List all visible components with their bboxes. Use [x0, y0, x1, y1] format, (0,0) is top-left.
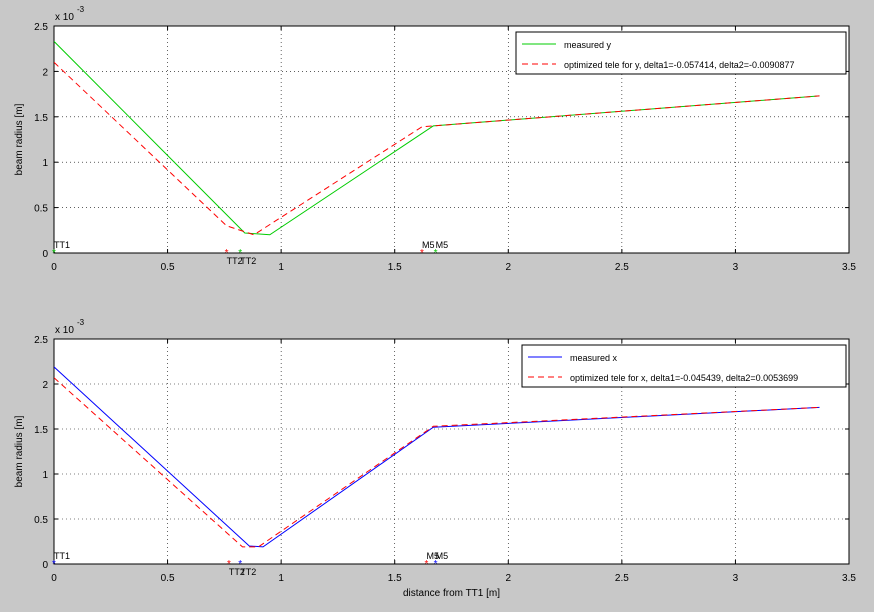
optic-marker-star: *: [225, 248, 229, 259]
optic-marker-label: TT2: [240, 256, 256, 266]
optic-marker-star: *: [238, 248, 242, 259]
x-tick-label: 2: [506, 262, 512, 273]
y-tick-label: 2.5: [34, 335, 48, 346]
optic-marker-label: M5: [422, 240, 435, 250]
optic-marker-label: M5: [436, 240, 449, 250]
legend-box: [515, 31, 847, 75]
series-line-optimized: [54, 377, 820, 548]
chart-panel-y: 0 0.5 1 1.5 2 2.5 3 3.5 0 0.5 1 1.5 2 2.5 x 10-3 beam r…: [14, 5, 856, 273]
series-line-measured: [54, 41, 820, 236]
optic-marker-star: *: [52, 248, 56, 259]
x-tick-label: 0.5: [161, 262, 175, 273]
y-tick-label: 2.5: [34, 22, 48, 33]
x-tick-label: 1.5: [388, 573, 402, 584]
optic-marker-star: *: [420, 248, 424, 259]
optic-marker-star: *: [434, 559, 438, 570]
optic-marker-label: M5: [427, 551, 440, 561]
y-tick-label: 2: [42, 380, 48, 391]
x-tick-label: 2.5: [615, 573, 629, 584]
y-tick-label: 2: [42, 67, 48, 78]
legend-entry-label: measured x: [570, 353, 618, 363]
x-axis-label: distance from TT1 [m]: [403, 588, 500, 599]
x-tick-label: 0: [51, 573, 57, 584]
y-tick-label: 0.5: [34, 515, 48, 526]
y-tick-label: 0: [42, 249, 48, 260]
x-tick-label: 0: [51, 262, 57, 273]
legend-entry-label: optimized tele for x, delta1=-0.045439, …: [570, 373, 798, 383]
y-tick-label: 1: [42, 158, 48, 169]
x-tick-label: 3.5: [842, 573, 856, 584]
y-tick-label: 0: [42, 560, 48, 571]
optic-marker-label: TT2: [229, 567, 245, 577]
y-axis-label: beam radius [m]: [14, 415, 25, 487]
optic-marker-star: *: [227, 559, 231, 570]
x-tick-label: 0.5: [161, 573, 175, 584]
y-tick-label: 0.5: [34, 204, 48, 215]
optic-marker-star: *: [425, 559, 429, 570]
legend-entry-label: optimized tele for y, delta1=-0.057414, …: [564, 60, 795, 70]
y-exponent-base: x 10: [55, 325, 74, 336]
y-tick-label: 1.5: [34, 425, 48, 436]
y-exponent-power: -3: [77, 5, 85, 14]
optic-marker-label: M5: [436, 551, 449, 561]
x-tick-label: 1.5: [388, 262, 402, 273]
plot-frame: [53, 338, 850, 565]
chart-panel-x: 0 0.5 1 1.5 2 2.5 3 3.5 0 0.5 1 1.5 2 2.5 x 10-3 beam r…: [14, 318, 856, 599]
optic-marker-label: TT2: [240, 567, 256, 577]
x-tick-label: 3: [733, 262, 739, 273]
optic-marker-label: TT1: [54, 240, 70, 250]
legend-box: [521, 344, 847, 388]
x-tick-label: 1: [278, 262, 284, 273]
optic-marker-star: *: [52, 559, 56, 570]
legend-entry-label: measured y: [564, 40, 612, 50]
x-tick-label: 3: [733, 573, 739, 584]
y-axis-label: beam radius [m]: [14, 103, 25, 175]
optic-marker-star: *: [238, 559, 242, 570]
plot-frame: [53, 25, 850, 254]
x-tick-label: 1: [278, 573, 284, 584]
y-exponent-power: -3: [77, 318, 85, 327]
x-tick-label: 2: [506, 573, 512, 584]
series-line-optimized: [54, 61, 820, 236]
x-tick-label: 2.5: [615, 262, 629, 273]
optic-marker-label: TT1: [54, 551, 70, 561]
optic-marker-label: TT2: [227, 256, 243, 266]
optic-marker-star: *: [434, 248, 438, 259]
x-tick-label: 3.5: [842, 262, 856, 273]
y-tick-label: 1.5: [34, 113, 48, 124]
y-tick-label: 1: [42, 470, 48, 481]
y-exponent-base: x 10: [55, 12, 74, 23]
series-line-measured: [54, 366, 820, 548]
